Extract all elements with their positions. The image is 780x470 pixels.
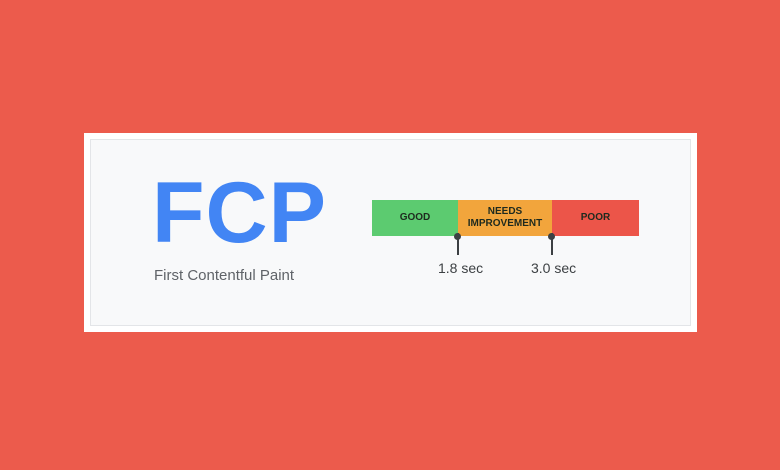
range-poor-label: POOR	[580, 212, 611, 223]
metric-abbreviation: FCP	[152, 165, 327, 261]
threshold-label-1: 1.8 sec	[438, 260, 484, 276]
range-needs-improvement: NEEDS IMPROVEMENT	[458, 200, 552, 236]
range-good: GOOD	[372, 200, 458, 236]
metric-name: First Contentful Paint	[154, 267, 295, 284]
range-needs-improvement-label: NEEDS IMPROVEMENT	[468, 206, 542, 230]
range-needs-label-line1: NEEDS	[487, 206, 523, 217]
threshold-line-1	[457, 233, 459, 255]
threshold-label-2: 3.0 sec	[531, 260, 577, 276]
range-needs-label-line2: IMPROVEMENT	[467, 218, 543, 229]
threshold-line-2	[551, 233, 553, 255]
range-good-label: GOOD	[399, 212, 431, 223]
range-poor: POOR	[552, 200, 639, 236]
